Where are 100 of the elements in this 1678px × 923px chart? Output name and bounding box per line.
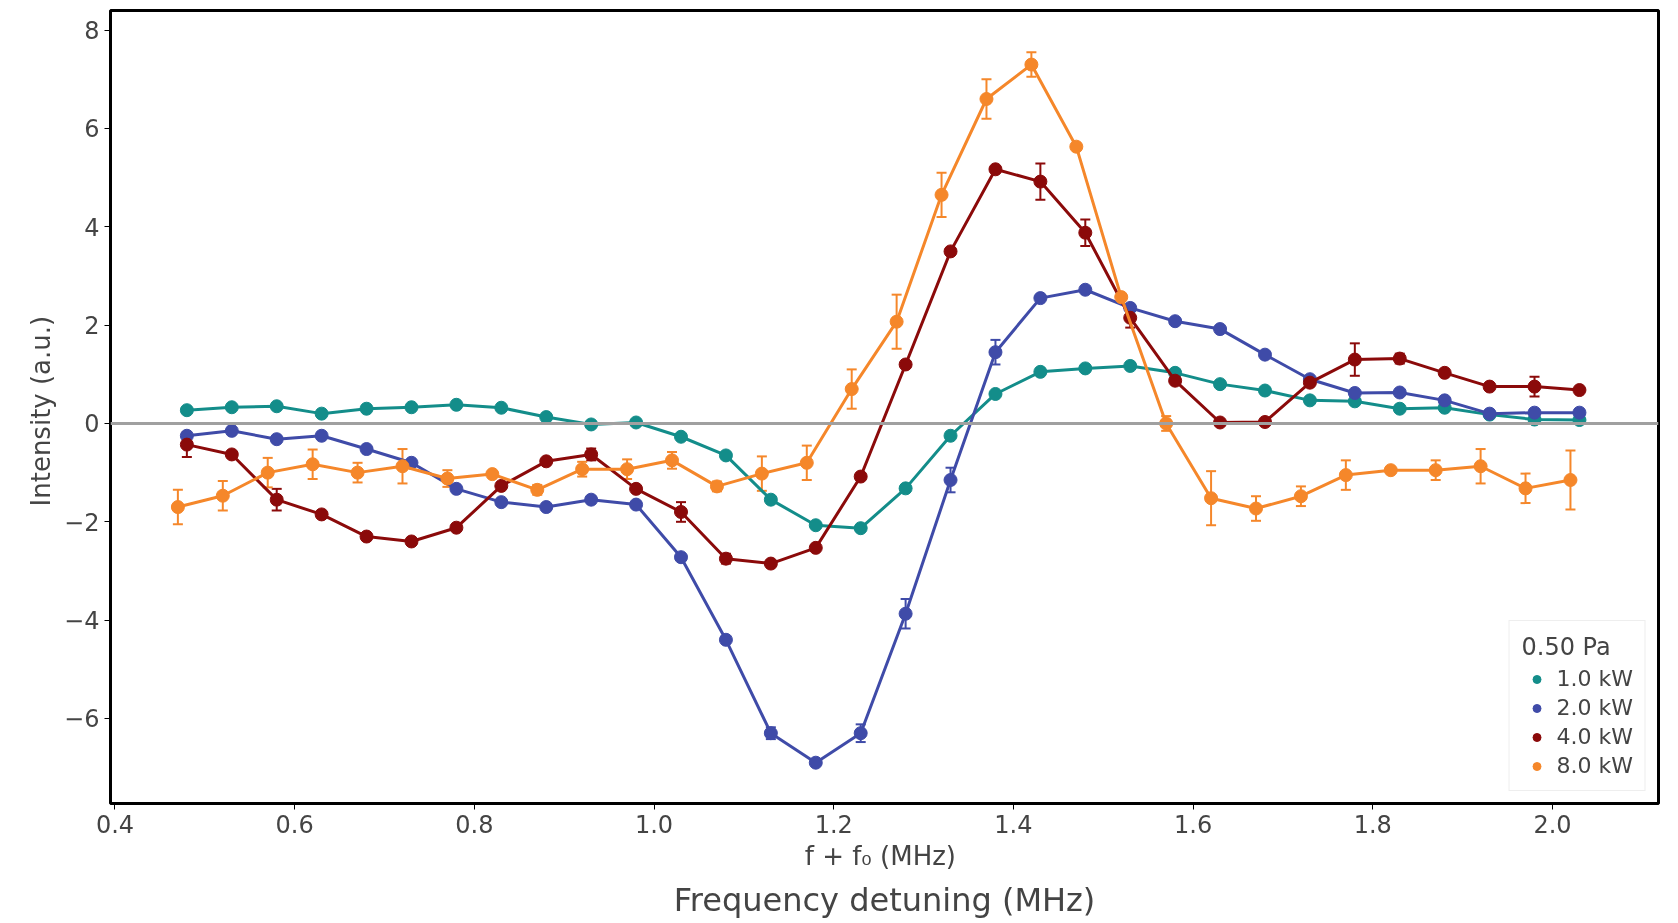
point — [1114, 290, 1129, 305]
legend-label: 1.0 kW — [1556, 666, 1633, 691]
point — [1302, 393, 1317, 408]
point — [799, 455, 814, 470]
point — [584, 492, 599, 507]
point — [1249, 501, 1263, 516]
point — [943, 244, 958, 259]
legend-title: 0.50 Pa — [1521, 633, 1612, 661]
legend-label: 8.0 kW — [1556, 753, 1633, 778]
point — [269, 492, 284, 507]
point — [943, 428, 958, 443]
x-tick-label: 0.8 — [455, 810, 494, 839]
point — [808, 755, 823, 770]
point — [314, 406, 329, 421]
y-tick-label: 8 — [84, 17, 100, 46]
point — [1437, 393, 1452, 408]
point — [1338, 468, 1353, 483]
text: Frequency detuning (MHz) — [673, 880, 1096, 919]
point — [1383, 463, 1398, 478]
point — [359, 442, 374, 457]
point — [449, 520, 464, 535]
point — [494, 495, 509, 510]
y-tick-label: 2 — [84, 312, 100, 341]
point — [1437, 365, 1452, 380]
point — [215, 488, 230, 503]
point — [898, 357, 913, 372]
point — [979, 92, 994, 106]
point — [1213, 377, 1228, 392]
point — [718, 632, 733, 647]
point — [269, 399, 284, 414]
point — [889, 314, 904, 329]
point — [898, 481, 913, 496]
point — [170, 500, 185, 515]
point — [224, 447, 239, 462]
point — [1033, 364, 1048, 379]
point — [808, 540, 823, 555]
point — [1428, 463, 1443, 478]
point — [718, 448, 733, 463]
point — [1168, 373, 1183, 388]
point — [224, 400, 239, 415]
point — [763, 492, 778, 507]
y-tick-label: −2 — [64, 508, 100, 537]
point — [934, 187, 949, 202]
point — [224, 423, 239, 438]
point — [179, 437, 194, 452]
y-axis-title: Intensity (a.u.) — [26, 315, 57, 507]
point — [943, 473, 958, 487]
point — [539, 454, 554, 469]
point — [1527, 405, 1542, 420]
point — [1078, 282, 1093, 297]
point — [1257, 383, 1272, 398]
point — [1572, 383, 1587, 398]
x-tick-label: 0.6 — [275, 810, 314, 839]
point — [1527, 379, 1542, 394]
point — [350, 465, 365, 480]
point — [485, 467, 500, 482]
x-tick-label: 1.8 — [1353, 810, 1392, 839]
point — [629, 481, 644, 496]
point — [494, 478, 509, 493]
point — [1473, 459, 1488, 474]
point — [1033, 291, 1048, 306]
point — [1204, 491, 1219, 506]
point — [1078, 361, 1093, 376]
x-tick-label: 1.2 — [814, 810, 853, 839]
point — [674, 550, 688, 565]
point — [269, 432, 284, 447]
point — [1293, 489, 1308, 504]
point — [1347, 352, 1362, 367]
point — [395, 459, 410, 474]
point — [898, 606, 913, 621]
point — [620, 462, 635, 477]
point — [314, 428, 329, 443]
point — [763, 556, 778, 571]
point — [1257, 347, 1272, 362]
legend-label: 4.0 kW — [1556, 724, 1633, 749]
point — [1518, 481, 1533, 496]
x-tick-label: 2.0 — [1533, 810, 1572, 839]
point — [844, 382, 859, 397]
point — [1033, 174, 1048, 189]
point — [539, 500, 554, 515]
point — [754, 466, 769, 481]
point — [1123, 358, 1138, 373]
point — [988, 162, 1003, 177]
legend-label: 2.0 kW — [1556, 695, 1633, 720]
x-tick-label: 1.0 — [634, 810, 674, 839]
point — [260, 465, 275, 480]
point — [808, 518, 823, 533]
point — [359, 401, 374, 416]
point — [988, 345, 1003, 360]
point — [449, 397, 464, 412]
x-axis-title: f + f₀ (MHz) — [804, 840, 956, 871]
point — [853, 521, 868, 536]
point — [314, 507, 329, 522]
y-tick-label: 0 — [84, 410, 100, 439]
x-tick-label: 0.4 — [95, 810, 135, 839]
point — [179, 403, 194, 418]
point — [1347, 386, 1362, 400]
point — [494, 400, 509, 415]
point — [674, 429, 688, 444]
point — [674, 504, 688, 519]
